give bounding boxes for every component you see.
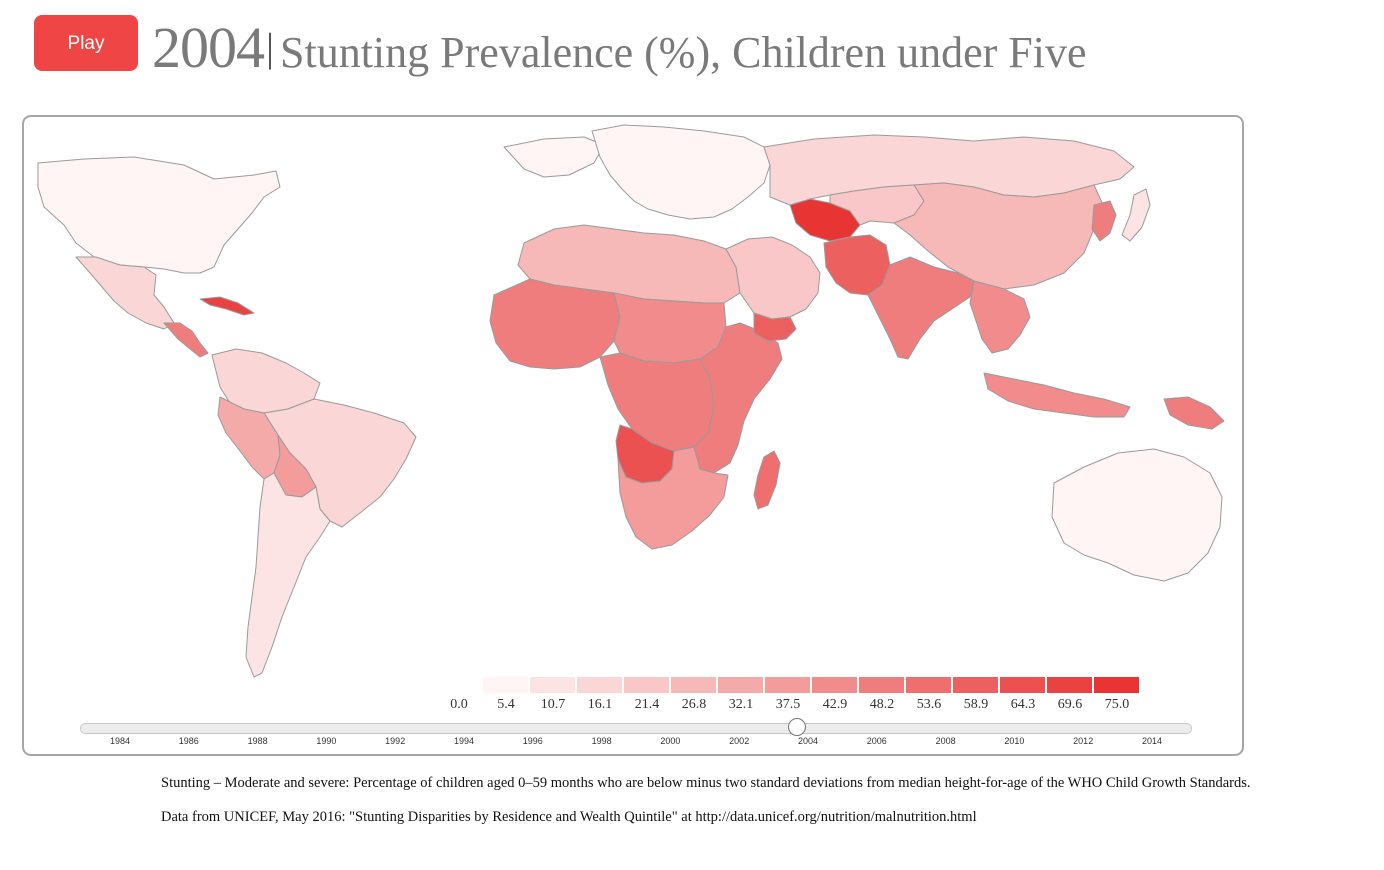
legend-label: 16.1 (587, 697, 613, 712)
legend-label: 10.7 (540, 697, 566, 712)
region-australia[interactable] (1051, 448, 1223, 582)
region-korea[interactable] (1091, 200, 1117, 242)
region-greenland[interactable] (503, 136, 605, 178)
slider-track[interactable] (80, 723, 1192, 734)
region-europe[interactable] (591, 124, 771, 220)
legend-swatch (906, 677, 951, 693)
timeline-year-label[interactable]: 2004 (797, 736, 819, 746)
legend-label: 26.8 (681, 697, 707, 712)
legend-label: 48.2 (869, 697, 895, 712)
timeline-year-label[interactable]: 1988 (247, 736, 268, 746)
timeline-year-label[interactable]: 2008 (935, 736, 956, 746)
title-separator: | (266, 25, 275, 70)
legend-label: 5.4 (497, 697, 515, 712)
map-panel: 0.0 5.4 10.7 16.1 21.4 26.8 32.1 37.5 42.9 48.2 53… (22, 115, 1244, 756)
timeline-year-label[interactable]: 1994 (453, 736, 475, 746)
legend-swatch (577, 677, 622, 693)
legend-swatch (1047, 677, 1092, 693)
region-central-america[interactable] (163, 322, 209, 358)
color-legend: 0.0 5.4 10.7 16.1 21.4 26.8 32.1 37.5 42.9 48.2 53… (450, 677, 1169, 717)
legend-swatch (718, 677, 763, 693)
region-japan[interactable] (1121, 188, 1151, 242)
region-west-africa[interactable] (489, 278, 621, 370)
legend-swatch (1000, 677, 1045, 693)
region-papua-new-guinea[interactable] (1163, 396, 1225, 430)
timeline-year-label[interactable]: 1992 (385, 736, 406, 746)
region-yemen[interactable] (753, 312, 797, 342)
region-turkmenistan[interactable] (789, 198, 861, 242)
legend-label: 64.3 (1010, 697, 1036, 712)
title-text: Stunting Prevalence (%), Children under … (280, 28, 1087, 77)
region-middle-east[interactable] (725, 236, 821, 320)
legend-label: 32.1 (728, 697, 754, 712)
region-southeast-asia[interactable] (969, 280, 1031, 354)
legend-swatch (530, 677, 575, 693)
source-note: Data from UNICEF, May 2016: "Stunting Di… (161, 809, 977, 825)
title-year: 2004 (152, 15, 265, 80)
region-cuba[interactable] (199, 296, 255, 316)
play-button[interactable]: Play (34, 15, 138, 71)
region-southern-africa[interactable] (617, 446, 729, 550)
legend-swatch (1094, 677, 1139, 693)
world-map (37, 124, 1225, 678)
legend-label: 53.6 (916, 697, 942, 712)
slider-handle[interactable] (787, 718, 806, 736)
legend-label: 0.0 (450, 697, 468, 712)
timeline-year-label[interactable]: 1990 (316, 736, 337, 746)
timeline-year-label[interactable]: 1996 (522, 736, 543, 746)
timeline-year-label[interactable]: 2002 (729, 736, 750, 746)
legend-swatch (953, 677, 998, 693)
timeline-year-label[interactable]: 1998 (591, 736, 612, 746)
legend-swatch (812, 677, 857, 693)
year-slider[interactable]: 1984 1986 1988 1990 1992 1994 1996 1998 2000 2002… (80, 718, 1192, 748)
page-title: 2004| Stunting Prevalence (%), Children u… (152, 14, 1087, 81)
legend-swatch (483, 677, 528, 693)
region-india[interactable] (867, 256, 975, 360)
legend-swatch (624, 677, 669, 693)
region-madagascar[interactable] (753, 450, 781, 510)
region-china[interactable] (893, 182, 1105, 290)
legend-label: 42.9 (822, 697, 848, 712)
region-indonesia[interactable] (983, 372, 1131, 418)
legend-label: 69.6 (1057, 697, 1083, 712)
legend-label: 21.4 (634, 697, 660, 712)
region-southern-cone[interactable] (245, 472, 331, 678)
legend-swatch (765, 677, 810, 693)
legend-swatch (671, 677, 716, 693)
legend-swatch (859, 677, 904, 693)
timeline-year-label[interactable]: 2010 (1004, 736, 1025, 746)
timeline-year-label[interactable]: 1984 (109, 736, 131, 746)
timeline-year-label[interactable]: 2000 (660, 736, 681, 746)
timeline-year-label[interactable]: 2012 (1073, 736, 1094, 746)
definition-note: Stunting – Moderate and severe: Percenta… (161, 775, 1251, 791)
legend-label: 58.9 (963, 697, 989, 712)
legend-label: 37.5 (775, 697, 801, 712)
timeline-year-label[interactable]: 2014 (1141, 736, 1163, 746)
region-east-africa[interactable] (693, 322, 783, 474)
legend-label: 75.0 (1104, 697, 1130, 712)
timeline-year-label[interactable]: 2006 (866, 736, 887, 746)
timeline-year-label[interactable]: 1986 (178, 736, 199, 746)
region-canada-usa[interactable] (37, 156, 281, 274)
